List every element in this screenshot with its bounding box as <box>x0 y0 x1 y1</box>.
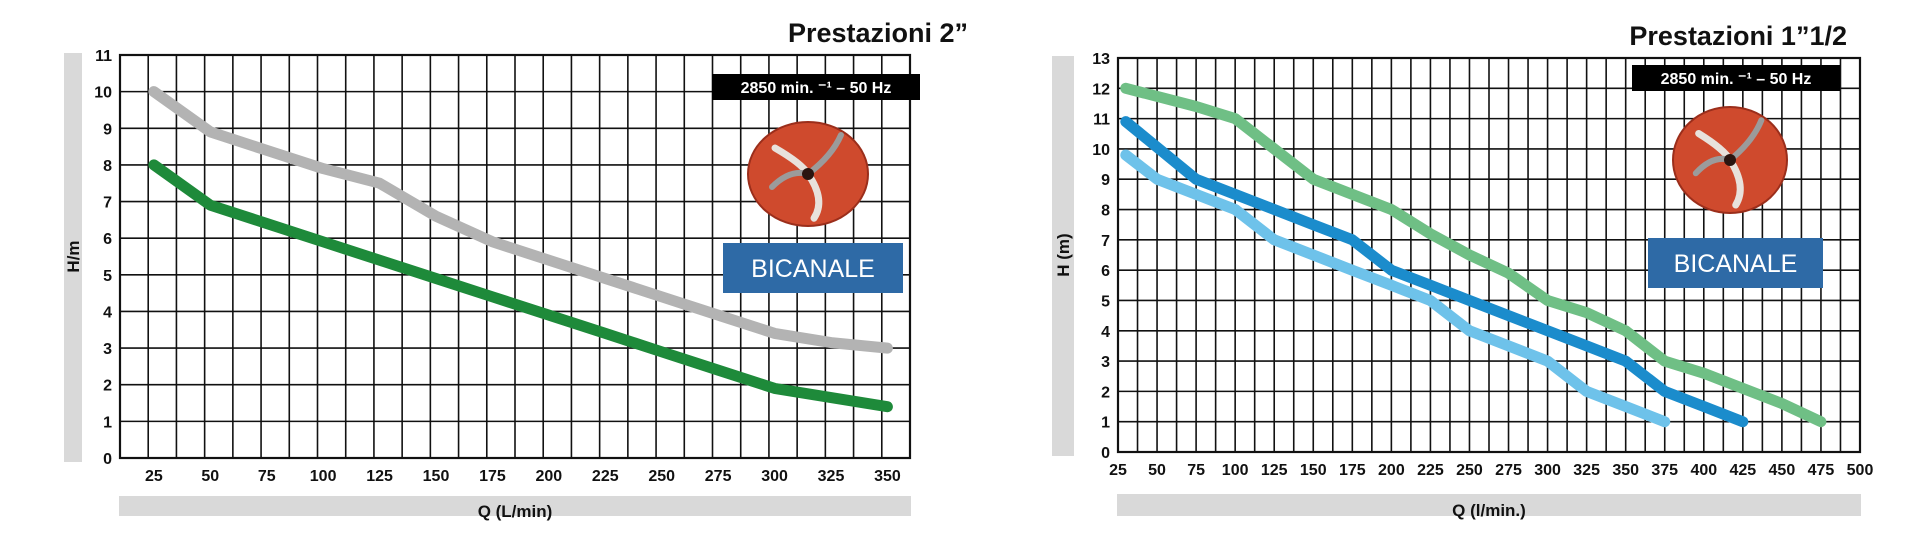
x-tick-label: 150 <box>1300 462 1327 479</box>
y-axis-band <box>1052 56 1074 456</box>
x-tick-label: 400 <box>1690 462 1717 479</box>
x-tick-label: 450 <box>1769 462 1796 479</box>
type-badge-label: BICANALE <box>1674 250 1798 278</box>
series-line <box>148 86 893 354</box>
y-tick-label: 1 <box>103 414 112 431</box>
x-tick-label: 325 <box>818 468 845 485</box>
x-tick-label: 300 <box>1534 462 1561 479</box>
chart-title: Prestazioni 2” <box>788 18 968 48</box>
series-line <box>1120 149 1671 428</box>
x-tick-label: 25 <box>145 468 163 485</box>
y-tick-label: 7 <box>103 195 112 212</box>
x-tick-label: 150 <box>423 468 450 485</box>
y-tick-label: 3 <box>1101 354 1110 371</box>
x-tick-label: 200 <box>1378 462 1405 479</box>
x-tick-label: 125 <box>1261 462 1288 479</box>
x-tick-label: 175 <box>479 468 506 485</box>
y-tick-label: 0 <box>103 451 112 468</box>
y-tick-label: 6 <box>103 231 112 248</box>
type-badge-label: BICANALE <box>751 255 875 283</box>
x-tick-label: 225 <box>592 468 619 485</box>
y-tick-label: 10 <box>94 85 112 102</box>
x-tick-label: 350 <box>1612 462 1639 479</box>
spec-box <box>1632 65 1840 91</box>
x-tick-label: 325 <box>1573 462 1600 479</box>
x-axis-label: Q (l/min.) <box>1452 501 1526 520</box>
y-tick-label: 5 <box>1101 293 1110 310</box>
series-line <box>148 159 893 413</box>
x-tick-label: 125 <box>366 468 393 485</box>
x-tick-label: 250 <box>1456 462 1483 479</box>
x-axis-band <box>1117 494 1861 516</box>
y-tick-label: 2 <box>103 378 112 395</box>
x-tick-label: 275 <box>705 468 732 485</box>
x-axis-label: Q (L/min) <box>478 502 553 521</box>
y-tick-label: 11 <box>95 48 112 65</box>
type-badge <box>723 243 903 293</box>
y-tick-label: 4 <box>1101 324 1110 341</box>
y-tick-label: 13 <box>1092 51 1110 68</box>
x-tick-label: 475 <box>1808 462 1835 479</box>
chart-title: Prestazioni 1”1/2 <box>1629 21 1847 51</box>
y-tick-label: 6 <box>1101 263 1110 280</box>
x-tick-label: 200 <box>536 468 563 485</box>
y-axis-band <box>64 53 82 462</box>
y-tick-label: 8 <box>1101 203 1110 220</box>
x-tick-label: 275 <box>1495 462 1522 479</box>
x-tick-label: 250 <box>648 468 675 485</box>
type-badge <box>1648 238 1823 288</box>
x-tick-label: 425 <box>1729 462 1756 479</box>
impeller-hub <box>1724 154 1736 166</box>
x-tick-label: 225 <box>1417 462 1444 479</box>
plot-frame <box>1116 56 1862 454</box>
y-tick-label: 5 <box>103 268 112 285</box>
x-tick-label: 75 <box>258 468 276 485</box>
chart-panel: 0 1 2 3 4 5 6 7 8 9 10 11 25 50 75 100 125 150 175 200 225 25… <box>64 18 968 521</box>
x-tick-label: 100 <box>1222 462 1249 479</box>
x-axis-band <box>119 496 911 516</box>
spec-label: 2850 min. ⁻¹ – 50 Hz <box>1661 71 1812 88</box>
y-tick-label: 1 <box>1101 415 1110 432</box>
spec-label: 2850 min. ⁻¹ – 50 Hz <box>741 80 892 97</box>
x-tick-label: 75 <box>1187 462 1205 479</box>
y-axis-label: H (m) <box>1054 233 1073 276</box>
x-tick-label: 175 <box>1339 462 1366 479</box>
spec-box <box>712 74 920 100</box>
y-tick-label: 0 <box>1101 445 1110 462</box>
y-tick-label: 12 <box>1092 81 1110 98</box>
series-line <box>1120 116 1749 428</box>
y-axis-label: H/m <box>64 240 83 272</box>
y-tick-label: 4 <box>103 304 112 321</box>
y-tick-label: 11 <box>1093 112 1110 129</box>
x-tick-label: 25 <box>1109 462 1127 479</box>
x-tick-label: 100 <box>310 468 337 485</box>
x-tick-label: 500 <box>1847 462 1874 479</box>
y-tick-label: 9 <box>1101 172 1110 189</box>
x-tick-label: 350 <box>874 468 901 485</box>
impeller-icon <box>747 121 869 227</box>
y-tick-label: 10 <box>1092 142 1110 159</box>
plot-frame <box>118 53 912 460</box>
x-tick-label: 375 <box>1651 462 1678 479</box>
x-tick-label: 300 <box>761 468 788 485</box>
series-line <box>1120 82 1827 428</box>
impeller-icon <box>1672 106 1788 214</box>
y-tick-label: 7 <box>1101 233 1110 250</box>
y-tick-label: 8 <box>103 158 112 175</box>
y-tick-label: 9 <box>103 121 112 138</box>
impeller-hub <box>802 168 814 180</box>
x-tick-label: 50 <box>1148 462 1166 479</box>
y-tick-label: 3 <box>103 341 112 358</box>
x-tick-label: 50 <box>201 468 219 485</box>
y-tick-label: 2 <box>1101 384 1110 401</box>
